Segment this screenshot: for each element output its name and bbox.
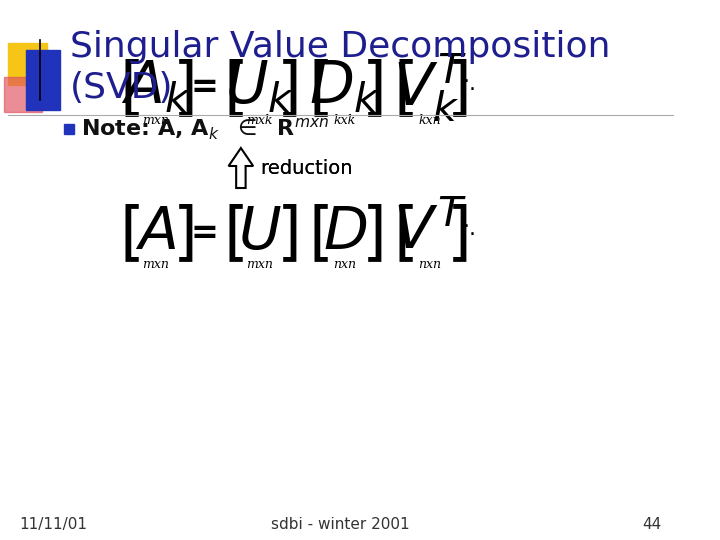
Text: mxn: mxn <box>143 259 169 272</box>
Text: .: . <box>463 66 470 86</box>
Text: reduction: reduction <box>260 159 352 178</box>
Text: $[$: $[$ <box>308 204 329 266</box>
Text: .: . <box>463 211 470 231</box>
Text: kxn: kxn <box>418 113 441 126</box>
Text: =: = <box>190 217 218 249</box>
Text: $]$: $]$ <box>446 204 467 266</box>
Text: .: . <box>469 74 475 94</box>
Bar <box>7 43 48 85</box>
Text: $]$: $]$ <box>171 59 193 121</box>
Text: $[$: $[$ <box>308 59 329 121</box>
Text: $U$: $U$ <box>238 205 282 261</box>
Text: $]$: $]$ <box>171 204 193 266</box>
Text: .: . <box>469 219 475 239</box>
Bar <box>64 124 73 134</box>
Text: reduction: reduction <box>260 159 352 178</box>
Text: nxn: nxn <box>333 259 356 272</box>
Text: $[$: $[$ <box>119 59 140 121</box>
Text: =: = <box>190 71 218 105</box>
Text: Note: A, A$_k$  $\in$  R$^{mxn}$: Note: A, A$_k$ $\in$ R$^{mxn}$ <box>81 116 330 142</box>
Text: $[$: $[$ <box>119 204 140 266</box>
Text: $[$: $[$ <box>393 204 414 266</box>
Text: mxk: mxk <box>246 113 273 126</box>
Text: mxn: mxn <box>246 259 273 272</box>
Text: $V^T$: $V^T$ <box>393 205 467 261</box>
Text: $V_k^T$: $V_k^T$ <box>393 51 467 124</box>
Text: $[$: $[$ <box>223 59 243 121</box>
Polygon shape <box>229 148 253 188</box>
Bar <box>27 50 60 110</box>
Text: nxn: nxn <box>418 259 441 272</box>
Text: sdbi - winter 2001: sdbi - winter 2001 <box>271 517 410 532</box>
Text: kxk: kxk <box>333 113 356 126</box>
Text: Singular Value Decomposition
(SVD): Singular Value Decomposition (SVD) <box>70 30 611 105</box>
Text: $]$: $]$ <box>361 59 382 121</box>
Text: $[$: $[$ <box>393 59 414 121</box>
Text: $U_k$: $U_k$ <box>225 60 294 116</box>
Text: mxn: mxn <box>143 113 169 126</box>
Text: $]$: $]$ <box>446 59 467 121</box>
Text: $D_k$: $D_k$ <box>309 60 381 116</box>
Text: $A$: $A$ <box>135 205 176 261</box>
Text: $A_k$: $A_k$ <box>121 60 191 116</box>
Bar <box>4 77 42 112</box>
Text: 44: 44 <box>642 517 661 532</box>
Text: $]$: $]$ <box>276 59 297 121</box>
Text: $]$: $]$ <box>361 204 382 266</box>
Text: $D$: $D$ <box>323 205 367 261</box>
Text: 11/11/01: 11/11/01 <box>19 517 87 532</box>
Text: $]$: $]$ <box>276 204 297 266</box>
Text: $[$: $[$ <box>223 204 243 266</box>
